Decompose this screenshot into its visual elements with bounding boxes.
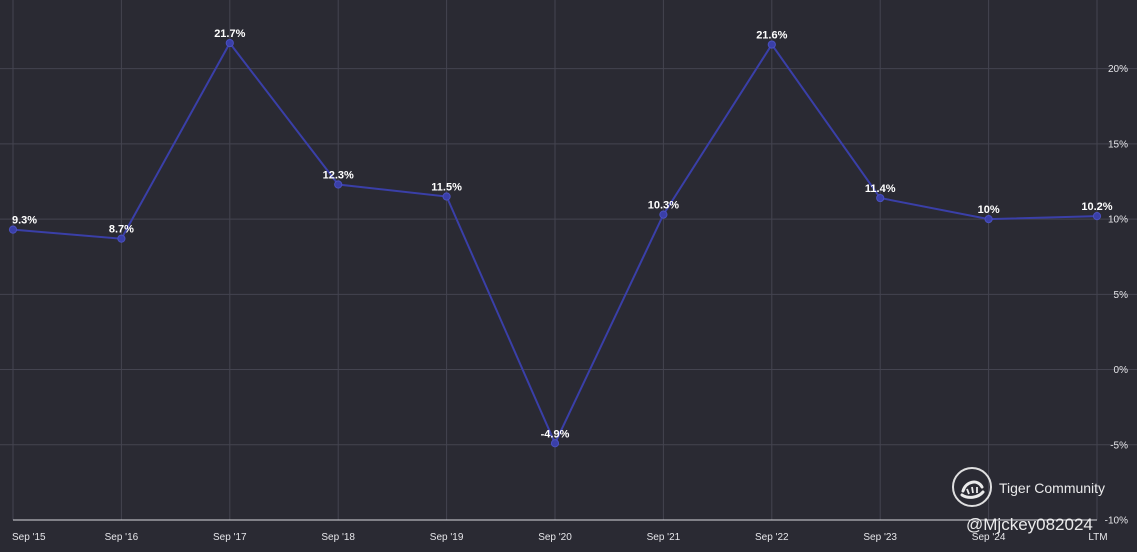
data-label: 10.3% [648, 200, 679, 212]
x-tick-label: Sep '15 [12, 532, 46, 543]
data-point [117, 234, 126, 243]
x-tick-label: Sep '21 [647, 532, 681, 543]
x-tick-label: Sep '22 [755, 532, 789, 543]
y-tick-label: 10% [1108, 215, 1128, 226]
data-point [225, 38, 234, 48]
x-axis: Sep '15 Sep '16 Sep '17 Sep '18 Sep '19 Sep '… [12, 532, 1108, 543]
data-point [1092, 211, 1102, 221]
data-point [984, 215, 993, 224]
y-tick-label: -5% [1110, 440, 1128, 451]
data-label: 10.2% [1081, 201, 1112, 213]
data-point [8, 225, 18, 234]
data-label: 8.7% [109, 224, 134, 236]
y-tick-label: -10% [1105, 516, 1128, 527]
x-tick-label: Sep '16 [105, 532, 139, 543]
data-label: -4.9% [541, 428, 570, 440]
series-layer [8, 38, 1102, 448]
x-tick-label: Sep '19 [430, 532, 464, 543]
y-tick-label: 0% [1114, 365, 1129, 376]
data-point [659, 210, 668, 219]
x-tick-label: LTM [1088, 532, 1107, 543]
x-tick-label: Sep '24 [972, 532, 1006, 543]
x-tick-label: Sep '20 [538, 532, 572, 543]
x-tick-label: Sep '17 [213, 532, 247, 543]
y-tick-label: 5% [1114, 290, 1129, 301]
x-tick-label: Sep '23 [863, 532, 897, 543]
data-point [767, 40, 776, 49]
data-point [550, 439, 560, 448]
data-point [334, 180, 343, 189]
data-point [876, 193, 885, 203]
data-label: 9.3% [12, 215, 37, 227]
data-label: 11.5% [431, 182, 462, 194]
data-point [442, 192, 451, 201]
y-tick-label: 15% [1108, 139, 1128, 150]
data-label: 12.3% [323, 170, 354, 182]
y-axis: 20% 15% 10% 5% 0% -5% -10% [1105, 64, 1128, 526]
gridlines [0, 0, 1137, 521]
data-label: 10% [978, 204, 1000, 216]
data-label: 21.6% [756, 30, 787, 42]
y-tick-label: 20% [1108, 64, 1128, 75]
data-label: 21.7% [214, 28, 245, 40]
data-labels: 9.3% 8.7% 21.7% 12.3% 11.5% -4.9% 10.3% 21.6% 11… [12, 28, 1113, 440]
x-tick-label: Sep '18 [321, 532, 355, 543]
data-label: 11.4% [865, 183, 896, 195]
